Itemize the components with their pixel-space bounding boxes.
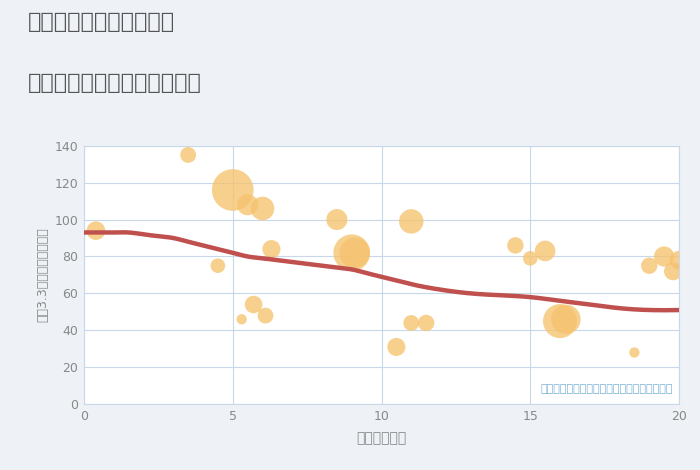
- Point: [561, 315, 572, 323]
- Text: 円の大きさは、取引のあった物件面積を示す: 円の大きさは、取引のあった物件面積を示す: [540, 384, 673, 394]
- Text: 駅距離別中古マンション価格: 駅距離別中古マンション価格: [28, 73, 202, 93]
- Point: [257, 205, 268, 212]
- Point: [236, 315, 247, 323]
- Point: [421, 319, 432, 327]
- Point: [659, 253, 670, 260]
- Point: [391, 343, 402, 351]
- Point: [525, 255, 536, 262]
- Point: [668, 267, 679, 275]
- Point: [227, 186, 238, 194]
- Point: [212, 262, 223, 269]
- Point: [260, 312, 271, 319]
- Point: [90, 227, 101, 235]
- Point: [346, 249, 357, 257]
- Point: [183, 151, 194, 159]
- Text: 奈良県奈良市尼辻南町の: 奈良県奈良市尼辻南町の: [28, 12, 175, 32]
- Point: [406, 218, 417, 225]
- X-axis label: 駅距離（分）: 駅距離（分）: [356, 431, 407, 445]
- Point: [406, 319, 417, 327]
- Point: [242, 201, 253, 209]
- Point: [673, 257, 685, 264]
- Point: [644, 262, 655, 269]
- Point: [629, 349, 640, 356]
- Point: [554, 317, 566, 325]
- Y-axis label: 坪（3.3㎡）単価（万円）: 坪（3.3㎡）単価（万円）: [36, 227, 49, 322]
- Point: [266, 245, 277, 253]
- Point: [349, 249, 360, 257]
- Point: [331, 216, 342, 223]
- Point: [248, 301, 259, 308]
- Point: [510, 242, 521, 249]
- Point: [540, 247, 551, 255]
